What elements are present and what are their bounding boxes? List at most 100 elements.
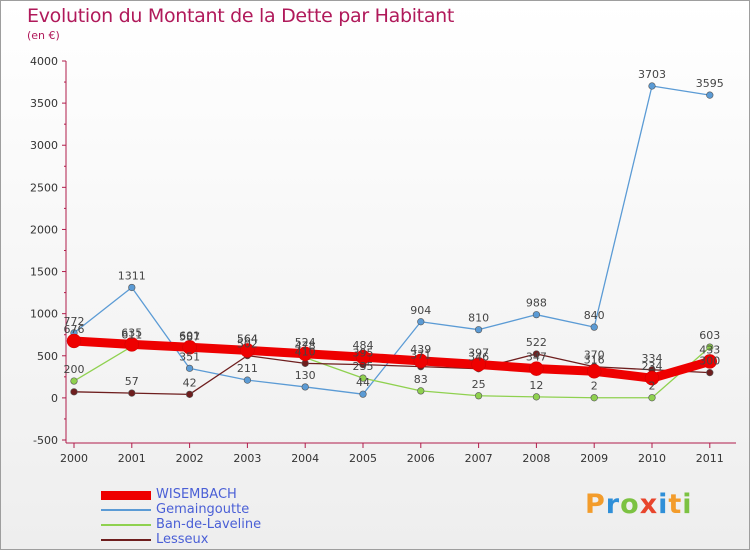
y-tick-label: 1000 [30, 308, 58, 321]
legend-swatch [101, 524, 151, 526]
data-point [648, 394, 656, 402]
data-point [648, 82, 656, 90]
x-tick-label: 2010 [638, 452, 666, 465]
data-point [644, 370, 660, 386]
x-tick-label: 2001 [118, 452, 146, 465]
data-label: 478 [295, 340, 316, 353]
data-point [590, 394, 598, 402]
y-tick-label: 4000 [30, 55, 58, 68]
legend-label: Gemaingoutte [156, 502, 250, 517]
data-label: 57 [125, 375, 139, 388]
legend-label: Ban-de-Laveline [156, 517, 262, 532]
data-label: 564 [237, 332, 258, 345]
data-label: 772 [64, 315, 85, 328]
series-wisembach [66, 333, 718, 386]
data-label: 439 [410, 343, 431, 356]
legend-label: WISEMBACH [156, 487, 237, 502]
data-label: 840 [584, 309, 605, 322]
data-label: 904 [410, 304, 431, 317]
data-labels-layer: 200 611 587 564 478 235 83 25 12 2 2 603 57 42 502 410 3… [64, 68, 724, 393]
y-tick-label: 0 [51, 392, 58, 405]
data-point [301, 359, 309, 367]
x-tick-label: 2004 [291, 452, 319, 465]
data-label: 397 [468, 346, 489, 359]
data-point [70, 388, 78, 396]
data-point [66, 333, 82, 349]
data-label: 410 [295, 345, 316, 358]
data-label: 603 [699, 329, 720, 342]
legend-swatch [101, 539, 151, 541]
data-point [706, 369, 714, 377]
series-line [69, 336, 715, 383]
x-tick-label: 2011 [696, 452, 724, 465]
data-label: 676 [64, 323, 85, 336]
series-line [73, 353, 711, 396]
data-label: 2 [591, 380, 598, 393]
data-label: 564 [237, 332, 258, 345]
brand-letter: r [605, 489, 621, 520]
data-label: 395 [353, 347, 374, 360]
data-label: 3703 [638, 68, 666, 81]
data-point [475, 326, 483, 334]
x-tick-label: 2003 [233, 452, 261, 465]
y-tick-label: 2500 [30, 181, 58, 194]
data-label: 371 [410, 349, 431, 362]
data-label: 587 [179, 330, 200, 343]
data-label: 200 [64, 363, 85, 376]
legend-swatch [101, 490, 151, 500]
data-point [240, 343, 255, 358]
data-point [182, 340, 197, 355]
data-point [186, 364, 194, 372]
data-point [359, 374, 367, 382]
data-label: 601 [179, 329, 200, 342]
data-label: 810 [468, 312, 489, 325]
data-point [301, 383, 309, 391]
data-label: 346 [468, 351, 489, 364]
brand-letter: o [620, 489, 640, 520]
data-label: 300 [699, 355, 720, 368]
data-label: 370 [584, 349, 605, 362]
data-point [706, 343, 714, 351]
data-label: 83 [414, 373, 428, 386]
y-tick-label: 2000 [30, 223, 58, 236]
y-tick-label: 3500 [30, 97, 58, 110]
y-tick-label: -500 [33, 434, 58, 447]
data-label: 2 [649, 380, 656, 393]
chart-title: Evolution du Montant de la Dette par Hab… [27, 5, 455, 27]
brand-letter: x [639, 489, 659, 520]
chart-unit-label: (en €) [27, 29, 60, 42]
data-label: 3595 [696, 77, 724, 90]
y-tick-label: 500 [37, 350, 58, 363]
brand-letter: t [668, 489, 683, 520]
data-point [417, 318, 425, 326]
data-point [359, 390, 367, 398]
y-tick-label: 3000 [30, 139, 58, 152]
data-label: 433 [699, 343, 720, 356]
data-point [532, 393, 541, 401]
data-label: 12 [529, 379, 543, 392]
series-layer [66, 82, 718, 402]
data-label: 635 [121, 326, 142, 339]
x-tick-label: 2002 [176, 452, 204, 465]
data-point [243, 376, 251, 384]
x-tick-label: 2000 [60, 452, 88, 465]
data-point [128, 389, 136, 397]
data-point [532, 311, 541, 319]
brand-letter: i [682, 489, 693, 520]
data-label: 484 [353, 339, 374, 352]
data-point [471, 357, 486, 372]
axes: -500 0 500 1000 1500 2000 2500 3000 3500 4000 2000… [30, 55, 736, 465]
data-label: 334 [642, 352, 663, 365]
data-point [70, 377, 78, 385]
data-label: 234 [642, 360, 663, 373]
data-point [529, 361, 544, 376]
data-point [590, 323, 598, 331]
data-label: 347 [526, 351, 547, 364]
data-point [532, 350, 541, 358]
data-point [297, 346, 313, 362]
brand-letter: P [585, 489, 606, 520]
data-label: 524 [295, 336, 316, 349]
data-label: 130 [295, 369, 316, 382]
data-label: 25 [472, 378, 486, 391]
